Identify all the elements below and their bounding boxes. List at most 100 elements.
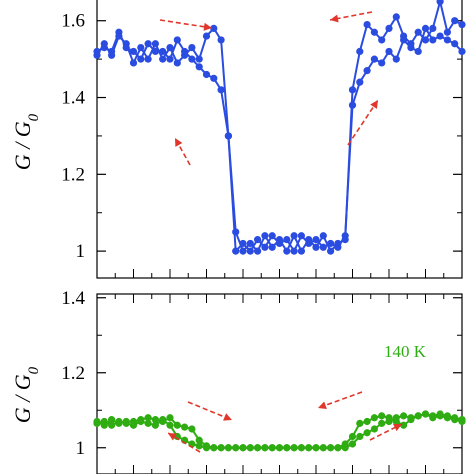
bottom-series-2-point — [334, 444, 342, 452]
top-series-2-point — [458, 20, 466, 29]
top-series-1-point — [195, 63, 203, 71]
bottom-series-2-point — [297, 444, 305, 452]
top-ytick-label: 1.6 — [61, 11, 85, 32]
top-series-2-point — [414, 28, 422, 36]
top-series-2-point — [166, 44, 174, 52]
top-series-1-point — [261, 243, 269, 251]
bottom-series-1-point — [356, 432, 364, 441]
top-series-2-point — [356, 47, 364, 56]
top-series-2-point — [181, 51, 189, 59]
top-series-1-point — [290, 247, 298, 255]
top-series-1-point — [363, 67, 371, 75]
bottom-sweep-arrow-head-3 — [168, 433, 177, 441]
top-series-2-point — [144, 55, 152, 63]
top-series-2-point — [202, 32, 211, 40]
top-series-2-point — [297, 247, 305, 255]
bottom-series-2-point — [421, 410, 430, 418]
top-series-2-point — [93, 51, 101, 59]
top-series-2-point — [436, 0, 444, 6]
top-sweep-arrow-head-3 — [175, 138, 183, 147]
top-series-2-point — [129, 59, 138, 67]
top-series-2-point — [115, 32, 123, 40]
top-series-2-point — [421, 36, 430, 44]
top-series-1-point — [414, 47, 422, 56]
bottom-series-2-point — [129, 417, 138, 426]
top-series-2-point — [137, 44, 145, 52]
top-series-2-point — [341, 236, 349, 244]
bottom-sweep-arrow-head-2 — [318, 401, 327, 410]
bottom-series-2-point — [122, 417, 130, 426]
top-series-1-point — [232, 247, 240, 255]
top-series-1-point — [268, 232, 276, 240]
bottom-series-2-point — [392, 417, 400, 426]
top-series-2-point — [268, 243, 276, 251]
top-series-2-point — [254, 247, 262, 255]
bottom-sweep-arrow-head-1 — [223, 413, 232, 421]
bottom-series-2-point — [217, 444, 225, 452]
top-series-2-point — [378, 36, 386, 44]
top-ytick-label: 1 — [76, 241, 86, 262]
top-series-2-point — [290, 232, 298, 240]
top-series-2-point — [385, 24, 393, 32]
top-series-2-point — [159, 55, 167, 63]
bottom-series-2-point — [429, 412, 437, 420]
bottom-series-2-point — [407, 416, 415, 424]
bottom-series-2-line — [96, 412, 463, 449]
top-series-2-point — [195, 55, 203, 63]
top-series-1-point — [166, 55, 174, 63]
top-series-2-point — [348, 86, 357, 94]
bottom-series-1-point — [348, 440, 357, 448]
top-series-2-point — [283, 247, 291, 255]
top-series-1-point — [188, 55, 196, 63]
bottom-ytick-label: 1.2 — [61, 363, 85, 384]
bottom-series-2-point — [436, 410, 444, 418]
bottom-series-2-point — [166, 414, 174, 422]
bottom-series-1-point — [151, 421, 159, 429]
bottom-series-1-point — [378, 419, 386, 427]
top-series-2-point — [151, 40, 159, 48]
top-series-1-point — [458, 47, 466, 56]
top-series-1-point — [144, 40, 152, 48]
top-series-1-point — [202, 70, 211, 79]
bottom-series-2-point — [210, 444, 218, 452]
top-sweep-arrow-head-1 — [203, 22, 212, 31]
top-series-2-point — [443, 28, 451, 36]
bottom-series-2-point — [400, 421, 408, 429]
top-series-2-point — [246, 239, 254, 248]
bottom-series-2-point — [144, 414, 152, 422]
bottom-series-2-point — [327, 444, 335, 452]
bottom-series-2-point — [348, 432, 357, 441]
bottom-series-2-point — [451, 414, 459, 422]
top-series-1-point — [443, 36, 451, 44]
top-series-2-line — [96, 1, 463, 254]
top-series-2-point — [312, 243, 320, 251]
top-series-2-point — [173, 59, 181, 67]
top-sweep-arrow-head-2 — [330, 14, 339, 23]
top-series-2-point — [363, 20, 371, 29]
top-series-1-point — [385, 47, 393, 56]
top-series-1-point — [319, 243, 327, 251]
top-series-1-point — [129, 47, 138, 56]
bottom-series-2-point — [232, 444, 240, 452]
bottom-series-1-point — [144, 419, 152, 427]
top-series-2-point — [210, 24, 218, 32]
bottom-series-2-point — [385, 414, 393, 422]
top-series-2-point — [327, 247, 335, 255]
top-series-2-point — [370, 28, 378, 36]
top-sweep-arrow-4 — [347, 99, 379, 146]
bottom-series-2-point — [268, 444, 276, 452]
bottom-ytick-label: 1 — [76, 438, 86, 459]
top-series-1-point — [392, 55, 400, 63]
top-series-1-point — [429, 36, 437, 44]
bottom-series-2-point — [254, 444, 262, 452]
bottom-series-1-point — [370, 425, 378, 433]
bottom-ytick-label: 1.4 — [61, 288, 85, 309]
top-series-2-point — [407, 40, 415, 48]
top-series-1-point — [378, 59, 386, 67]
bottom-series-2-point — [312, 444, 320, 452]
panel-top: G / G0 1 1.2 1.4 1.6 — [10, 0, 466, 279]
top-series-1-point — [254, 236, 262, 244]
bottom-series-2-point — [356, 419, 364, 427]
top-series-1-point — [173, 36, 181, 44]
